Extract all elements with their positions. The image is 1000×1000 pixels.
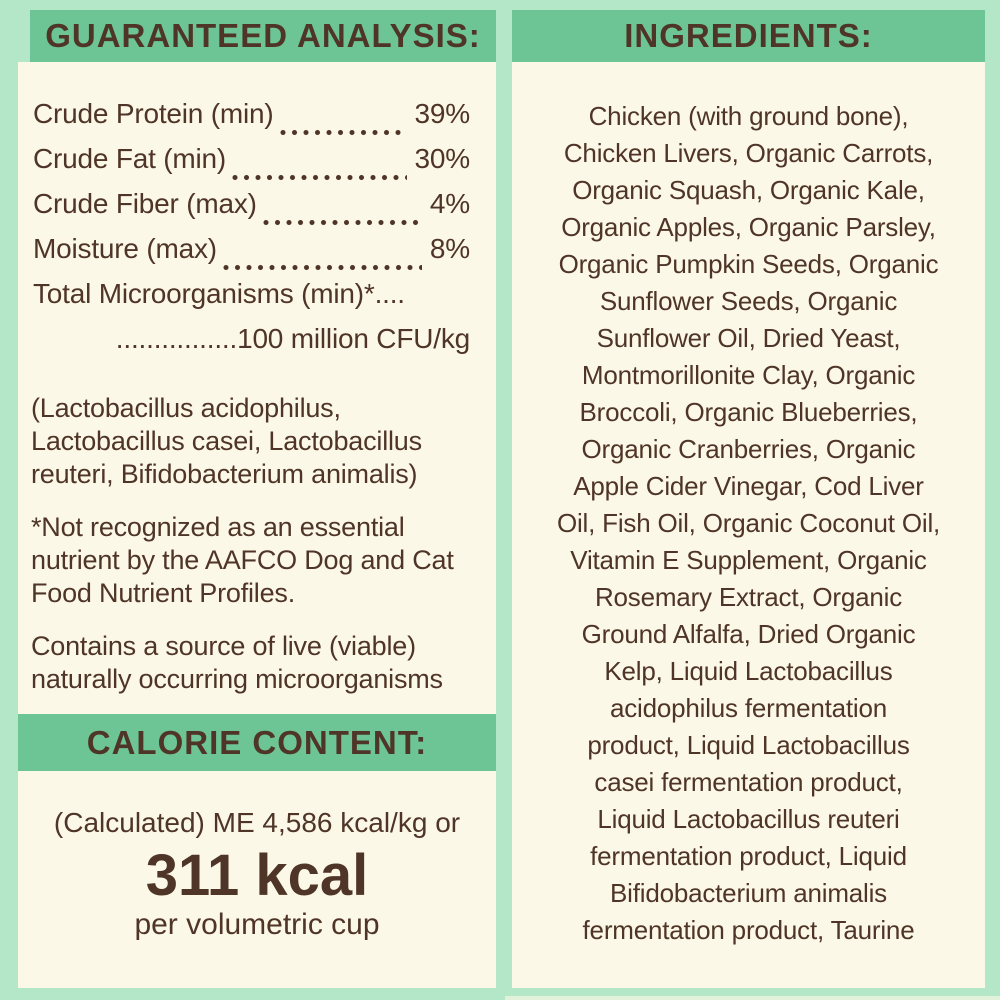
ingredient-line: Montmorillonite Clay, Organic [581, 360, 916, 390]
note-line: (Lactobacillus acidophilus, [31, 393, 341, 423]
ingredient-line: Liquid Lactobacillus reuteri [597, 804, 900, 834]
analysis-label: Total Microorganisms (min)*.... [33, 278, 405, 309]
guaranteed-analysis-header-band: GUARANTEED ANALYSIS: [30, 10, 496, 62]
analysis-value: 4% [429, 188, 470, 219]
analysis-label: Crude Fiber (max) [33, 188, 257, 219]
ingredient-line: Sunflower Seeds, Organic [599, 286, 898, 316]
ingredient-line: Rosemary Extract, Organic [594, 582, 903, 612]
ingredient-line: fermentation product, Taurine [582, 915, 915, 945]
note-line: nutrient by the AAFCO Dog and Cat [31, 545, 454, 575]
dot-leader [279, 129, 407, 136]
analysis-value: ................100 million CFU/kg [115, 323, 470, 354]
ingredient-line: Chicken Livers, Organic Carrots, [563, 138, 934, 168]
calorie-kcal-per-kg: (Calculated) ME 4,586 kcal/kg or [53, 807, 461, 838]
adjacent-panel-edge [505, 996, 1000, 1000]
analysis-row-moisture: Moisture (max) 8% [33, 233, 470, 278]
ingredients-list: Chicken (with ground bone), Chicken Live… [512, 62, 985, 949]
calorie-value: 311 kcal [145, 843, 369, 908]
ingredient-line: Organic Cranberries, Organic [581, 434, 916, 464]
calorie-content-title: CALORIE CONTENT: [86, 723, 428, 761]
note-line: naturally occurring microorganisms [31, 664, 443, 694]
analysis-label: Crude Fat (min) [33, 143, 227, 174]
ingredient-line: casei fermentation product, [594, 767, 903, 797]
ingredients-body: Chicken (with ground bone), Chicken Live… [512, 62, 985, 988]
guaranteed-analysis-body: Crude Protein (min) 39% Crude Fat (min) … [18, 62, 496, 988]
ingredient-line: acidophilus fermentation [609, 693, 888, 723]
analysis-row-total-microorganisms: Total Microorganisms (min)*.... [33, 278, 470, 323]
note-line: Contains a source of live (viable) [31, 631, 416, 661]
analysis-row-crude-fat: Crude Fat (min) 30% [33, 143, 470, 188]
analysis-label: Moisture (max) [33, 233, 217, 264]
ingredient-line: Broccoli, Organic Blueberries, [579, 397, 918, 427]
ingredients-title: INGREDIENTS: [624, 17, 873, 54]
dot-leader [232, 174, 407, 181]
analysis-table: Crude Protein (min) 39% Crude Fat (min) … [18, 98, 496, 368]
ingredient-line: Chicken (with ground bone), [588, 101, 909, 131]
analysis-row-crude-fiber: Crude Fiber (max) 4% [33, 188, 470, 233]
note-line: reuteri, Bifidobacterium animalis) [31, 459, 418, 489]
ingredient-line: Organic Apples, Organic Parsley, [561, 212, 936, 242]
ingredients-header-band: INGREDIENTS: [512, 10, 985, 62]
ingredient-line: Organic Pumpkin Seeds, Organic [558, 249, 939, 279]
ingredient-line: Sunflower Oil, Dried Yeast, [596, 323, 901, 353]
analysis-label: Crude Protein (min) [33, 98, 274, 129]
guaranteed-analysis-title: GUARANTEED ANALYSIS: [45, 17, 481, 54]
ingredient-line: product, Liquid Lactobacillus [587, 730, 910, 760]
ingredient-line: Bifidobacterium animalis [610, 878, 887, 908]
note-line: Food Nutrient Profiles. [31, 578, 296, 608]
note-line: *Not recognized as an essential [31, 512, 405, 542]
panel-guaranteed-analysis: GUARANTEED ANALYSIS: Crude Protein (min)… [18, 10, 496, 988]
ingredient-line: Organic Squash, Organic Kale, [572, 175, 925, 205]
ingredient-line: Apple Cider Vinegar, Cod Liver [573, 471, 924, 501]
ingredient-line: Vitamin E Supplement, Organic [570, 545, 927, 575]
analysis-value: 39% [414, 98, 471, 129]
calorie-unit: per volumetric cup [134, 908, 380, 941]
ingredient-line: fermentation product, Liquid [590, 841, 907, 871]
dot-leader [222, 264, 422, 271]
analysis-value: 30% [414, 143, 471, 174]
microorganisms-species-note: (Lactobacillus acidophilus, Lactobacillu… [18, 392, 496, 491]
analysis-value: 8% [429, 233, 470, 264]
aafco-footnote: *Not recognized as an essential nutrient… [18, 511, 496, 610]
analysis-row-crude-protein: Crude Protein (min) 39% [33, 98, 470, 143]
panel-ingredients: INGREDIENTS: Chicken (with ground bone),… [512, 10, 985, 988]
ingredient-line: Kelp, Liquid Lactobacillus [604, 656, 893, 686]
calorie-content-header-band: CALORIE CONTENT: [18, 714, 496, 771]
ingredient-line: Oil, Fish Oil, Organic Coconut Oil, [556, 508, 941, 538]
analysis-row-cfu-value: ................100 million CFU/kg [33, 323, 470, 368]
note-line: Lactobacillus casei, Lactobacillus [31, 426, 422, 456]
dot-leader [262, 219, 422, 226]
ingredient-line: Ground Alfalfa, Dried Organic [581, 619, 916, 649]
live-microorganisms-note: Contains a source of live (viable) natur… [18, 630, 496, 696]
